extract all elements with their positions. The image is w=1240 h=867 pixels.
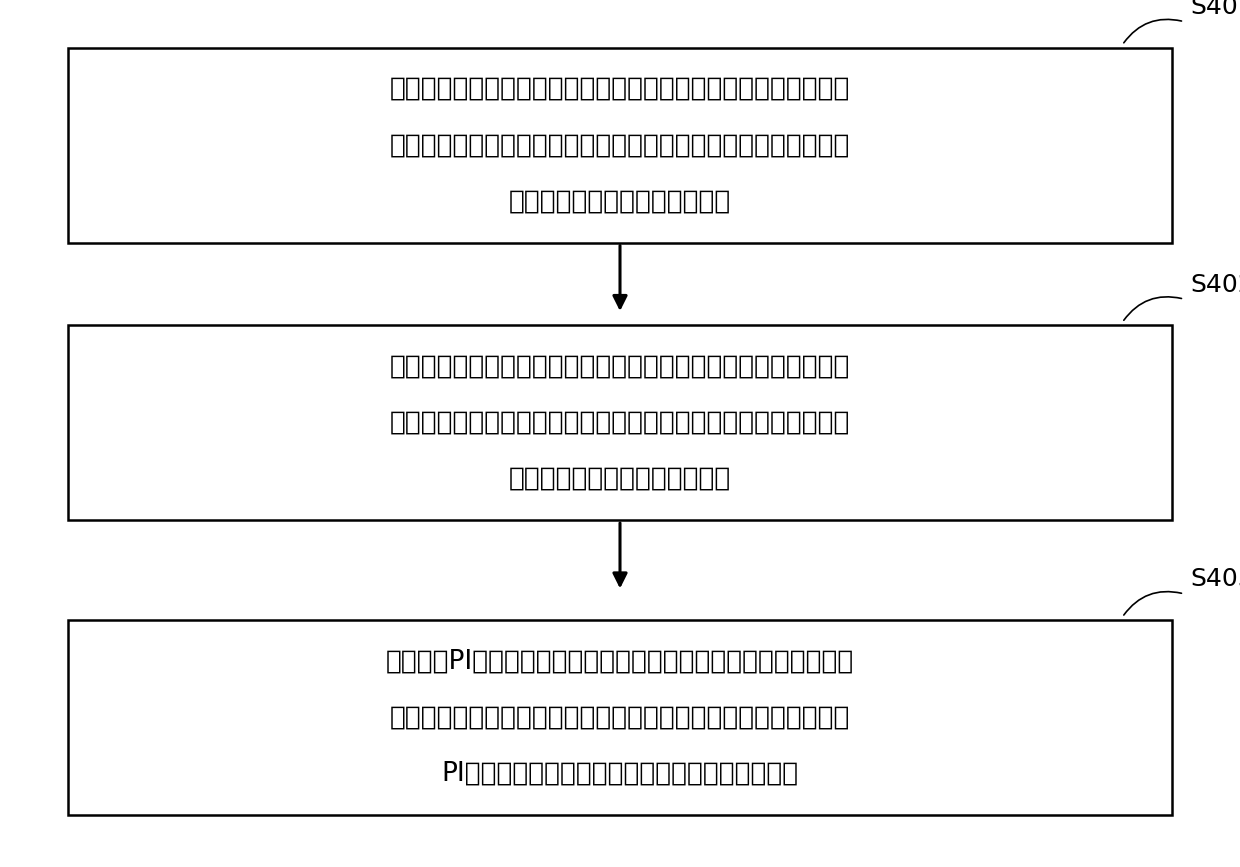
Text: 选取所述负荷延迟参数值的若干不同取值输入到所述实测模型，并: 选取所述负荷延迟参数值的若干不同取值输入到所述实测模型，并	[389, 354, 851, 379]
Text: 选取所述调频指令延迟值的若干不同取值输入到所述实测模型，并: 选取所述调频指令延迟值的若干不同取值输入到所述实测模型，并	[389, 76, 851, 101]
Text: S401: S401	[1190, 0, 1240, 19]
Text: 选取所述PI控制器输出速率限制值的若干不同取值输入到所述实测: 选取所述PI控制器输出速率限制值的若干不同取值输入到所述实测	[386, 649, 854, 674]
Bar	[68, 620, 1172, 815]
Text: 参数值下的汽轮机功率变化曲线: 参数值下的汽轮机功率变化曲线	[508, 466, 732, 492]
Text: 保持其他参数不变，得到所述实测模型输出的不同的所述调频指令: 保持其他参数不变，得到所述实测模型输出的不同的所述调频指令	[389, 133, 851, 158]
Text: 模型，并保持其他参数不变，得到所述实测模型输出的不同的所述: 模型，并保持其他参数不变，得到所述实测模型输出的不同的所述	[389, 705, 851, 730]
Text: PI控制器输出速率限制值下的汽轮机功率变化曲线: PI控制器输出速率限制值下的汽轮机功率变化曲线	[441, 761, 799, 786]
Text: S403: S403	[1190, 567, 1240, 591]
Text: S402: S402	[1190, 272, 1240, 297]
Bar	[68, 48, 1172, 243]
Bar	[68, 325, 1172, 520]
Text: 延迟值下的汽轮机功率变化曲线: 延迟值下的汽轮机功率变化曲线	[508, 189, 732, 214]
Text: 保持其他参数不变，得到所述实测模型输出的不同的所述负荷延迟: 保持其他参数不变，得到所述实测模型输出的不同的所述负荷延迟	[389, 410, 851, 435]
